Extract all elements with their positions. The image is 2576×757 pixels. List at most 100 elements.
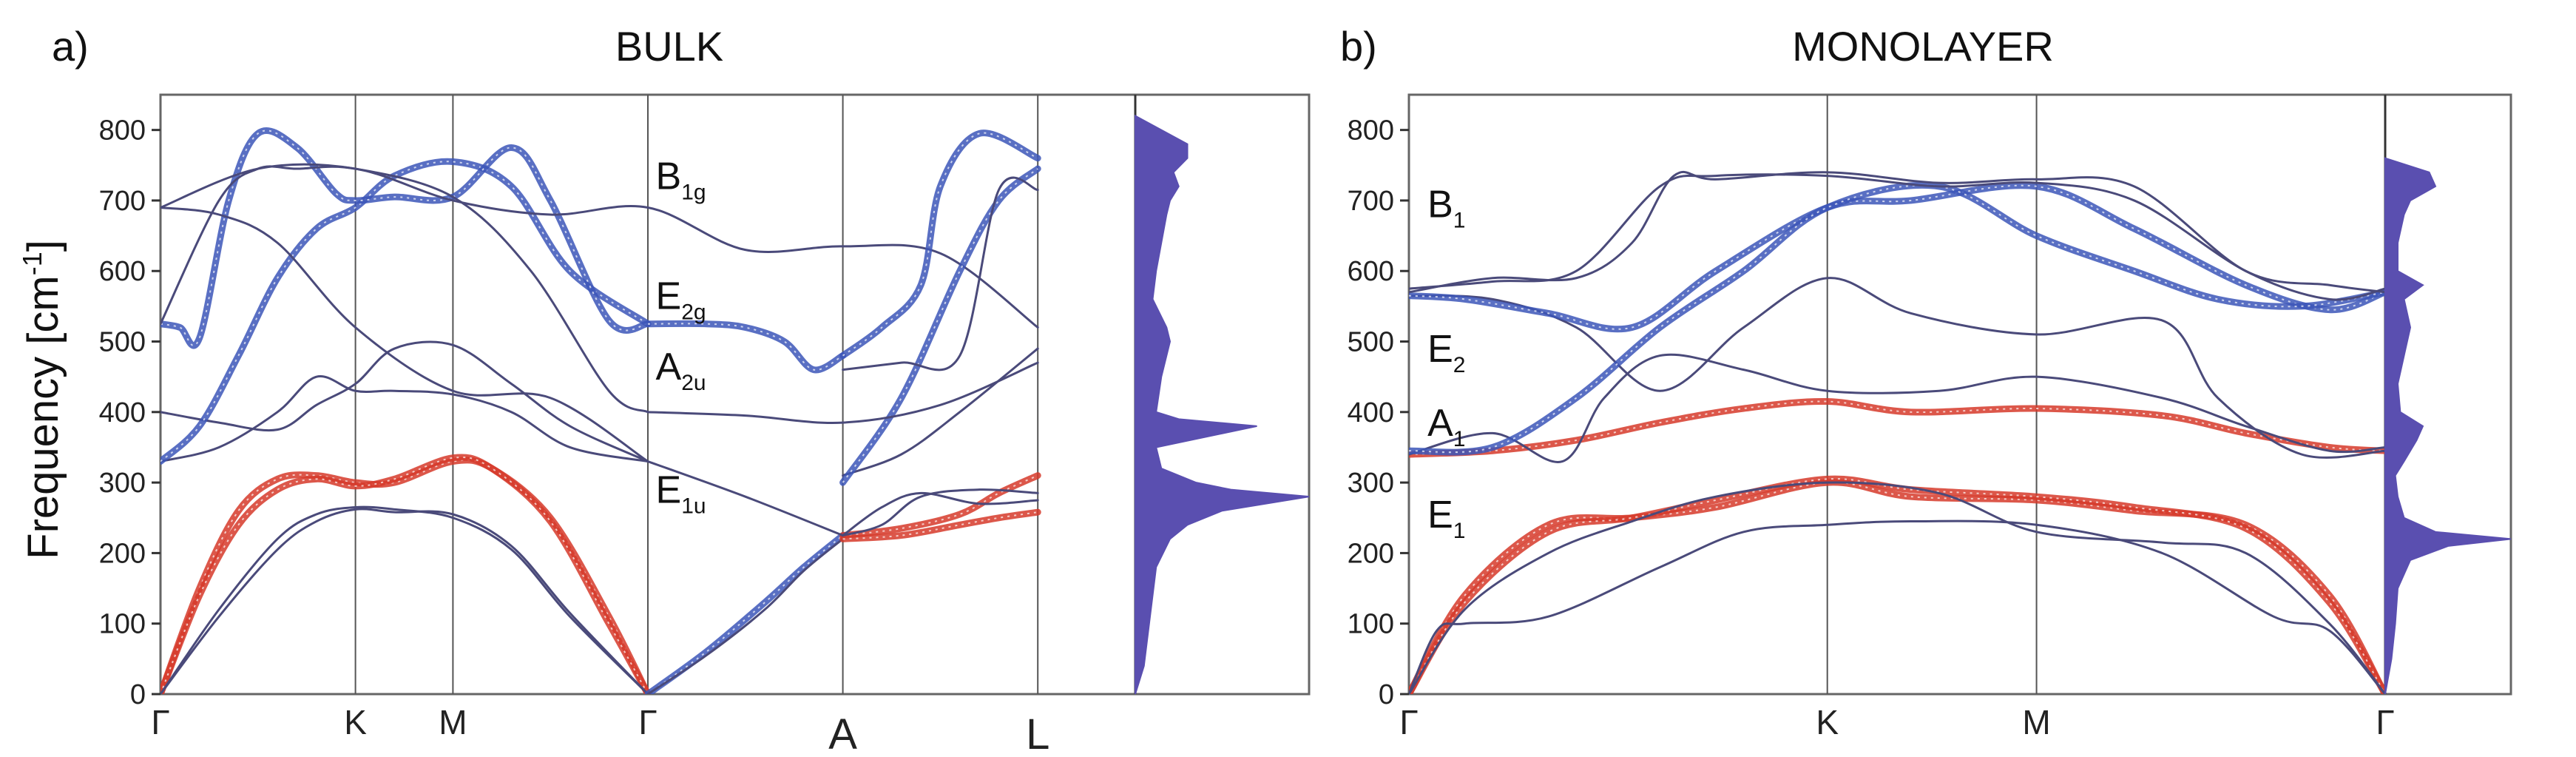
mode-label: E1u xyxy=(656,469,706,519)
mode-label-sub: 1g xyxy=(681,181,706,205)
band-ac1 xyxy=(1409,479,2385,694)
band-ac3 xyxy=(1409,519,2385,694)
band-A-down-thin xyxy=(646,460,845,537)
band-markers-opt-E2-blue xyxy=(1409,184,2385,330)
mode-label-main: A xyxy=(656,346,682,388)
y-tick-label: 300 xyxy=(1348,468,1394,499)
mode-label-main: E xyxy=(1427,494,1453,536)
mode-label: E2 xyxy=(1427,328,1465,377)
y-tick-label: 200 xyxy=(99,538,146,569)
y-tick-label: 400 xyxy=(99,397,146,428)
high-symmetry-label: Γ xyxy=(1399,703,1418,741)
high-symmetry-label: L xyxy=(1026,710,1049,757)
high-symmetry-label: M xyxy=(439,703,467,741)
band-opt-LO xyxy=(160,158,652,465)
band-opt-A-L-thin xyxy=(842,176,1039,371)
mode-label-main: E xyxy=(656,469,682,512)
band-G-A-thin xyxy=(646,361,1039,424)
band-acoustic-A2 xyxy=(646,537,845,694)
band-acoustic-ZA xyxy=(160,505,649,694)
y-axis-label-main: Frequency [cm xyxy=(19,275,67,559)
y-tick-label: 600 xyxy=(1348,256,1394,287)
band-ac2 xyxy=(1409,475,2385,694)
mode-label-sub: 2g xyxy=(681,300,706,325)
panel-title: MONOLAYER xyxy=(1792,23,2054,70)
bands xyxy=(160,127,1041,694)
band-markers-ac1 xyxy=(1409,481,2385,694)
bands xyxy=(1409,171,2385,694)
high-symmetry-label: Γ xyxy=(2376,703,2394,741)
band-opt-TO xyxy=(160,127,652,349)
band-opt-A-L-high2 xyxy=(839,165,1041,486)
band-markers-A-L-red2 xyxy=(842,511,1038,540)
y-axis-label-end: ] xyxy=(19,240,67,252)
band-thin-E2 xyxy=(1409,277,2385,459)
mode-label: E2g xyxy=(656,275,706,325)
dos-area xyxy=(2384,157,2512,695)
mode-label-sub: 1 xyxy=(1453,427,1466,451)
mode-label: A2u xyxy=(656,346,706,395)
y-tick-label: 700 xyxy=(1348,186,1394,217)
band-opt-flat xyxy=(160,206,649,463)
mode-label-sub: 1u xyxy=(681,494,706,519)
band-opt-ZO xyxy=(160,375,649,463)
mode-label-sub: 2 xyxy=(1453,353,1466,377)
panel-letter: b) xyxy=(1340,23,1377,70)
band-ac4 xyxy=(1409,481,2385,694)
mode-label-main: B xyxy=(656,155,682,198)
mode-label-sub: 1 xyxy=(1453,209,1466,233)
band-A-up-thin xyxy=(842,347,1039,477)
mode-label: B1g xyxy=(656,155,706,205)
high-symmetry-label: Γ xyxy=(151,703,169,741)
panel-letter: a) xyxy=(52,23,89,70)
y-tick-label: 800 xyxy=(1348,115,1394,147)
mode-label: A1 xyxy=(1427,402,1465,451)
plot-frame xyxy=(1407,93,2512,696)
plot-frame xyxy=(159,93,1311,696)
band-thin-lowopt xyxy=(1409,353,2385,463)
y-tick-label: 600 xyxy=(99,256,146,287)
band-A-L-thin1 xyxy=(842,488,1039,537)
y-axis-label-sup: -1 xyxy=(17,252,47,275)
mode-label-sub: 2u xyxy=(681,371,706,395)
y-tick-label: 100 xyxy=(99,609,146,640)
high-symmetry-label: M xyxy=(2022,703,2050,741)
y-tick-label: 500 xyxy=(99,327,146,358)
y-tick-label: 0 xyxy=(1379,679,1394,710)
mode-label-sub: 1 xyxy=(1453,519,1466,543)
y-tick-label: 100 xyxy=(1348,609,1394,640)
panel-bulk: a) BULK Γ K M Γ A L 0 100 200 300 400 500 600 700 800 B1g… xyxy=(52,23,1311,757)
band-markers-opt-TO xyxy=(160,129,649,346)
band-opt-ZO2 xyxy=(160,340,649,463)
band-markers-acoustic-TA xyxy=(160,456,649,694)
high-symmetry-label: K xyxy=(344,703,367,741)
band-opt-B1-thin2 xyxy=(1409,173,2385,301)
y-axis-label: Frequency [cm-1] xyxy=(17,240,67,559)
band-markers-A-L-red1 xyxy=(842,474,1038,536)
band-opt-B1g xyxy=(160,163,1039,329)
y-tick-label: 200 xyxy=(1348,538,1394,569)
band-acoustic-LA xyxy=(160,457,652,694)
mode-label-main: E xyxy=(1427,328,1453,371)
panel-title: BULK xyxy=(615,23,723,70)
high-symmetry-label: K xyxy=(1816,703,1839,741)
y-tick-label: 400 xyxy=(1348,397,1394,428)
y-tick-label: 0 xyxy=(130,679,146,710)
mode-label: B1 xyxy=(1427,184,1465,233)
band-markers-ac2 xyxy=(1409,478,2385,694)
band-markers-opt-LO xyxy=(160,161,649,462)
high-symmetry-label: Γ xyxy=(638,703,657,741)
band-A1 xyxy=(1409,397,2385,458)
mode-label-main: A xyxy=(1427,402,1453,445)
mode-label: E1 xyxy=(1427,494,1465,543)
band-opt-low-blue xyxy=(1409,181,2385,456)
band-opt-E2g-A xyxy=(644,320,847,374)
y-tick-label: 500 xyxy=(1348,327,1394,358)
y-tick-label: 300 xyxy=(99,468,146,499)
band-markers-acoustic-A xyxy=(647,534,844,694)
band-markers-opt-A-L-high2 xyxy=(842,168,1038,483)
band-opt-high1 xyxy=(160,165,649,414)
dos-area xyxy=(1135,114,1310,695)
